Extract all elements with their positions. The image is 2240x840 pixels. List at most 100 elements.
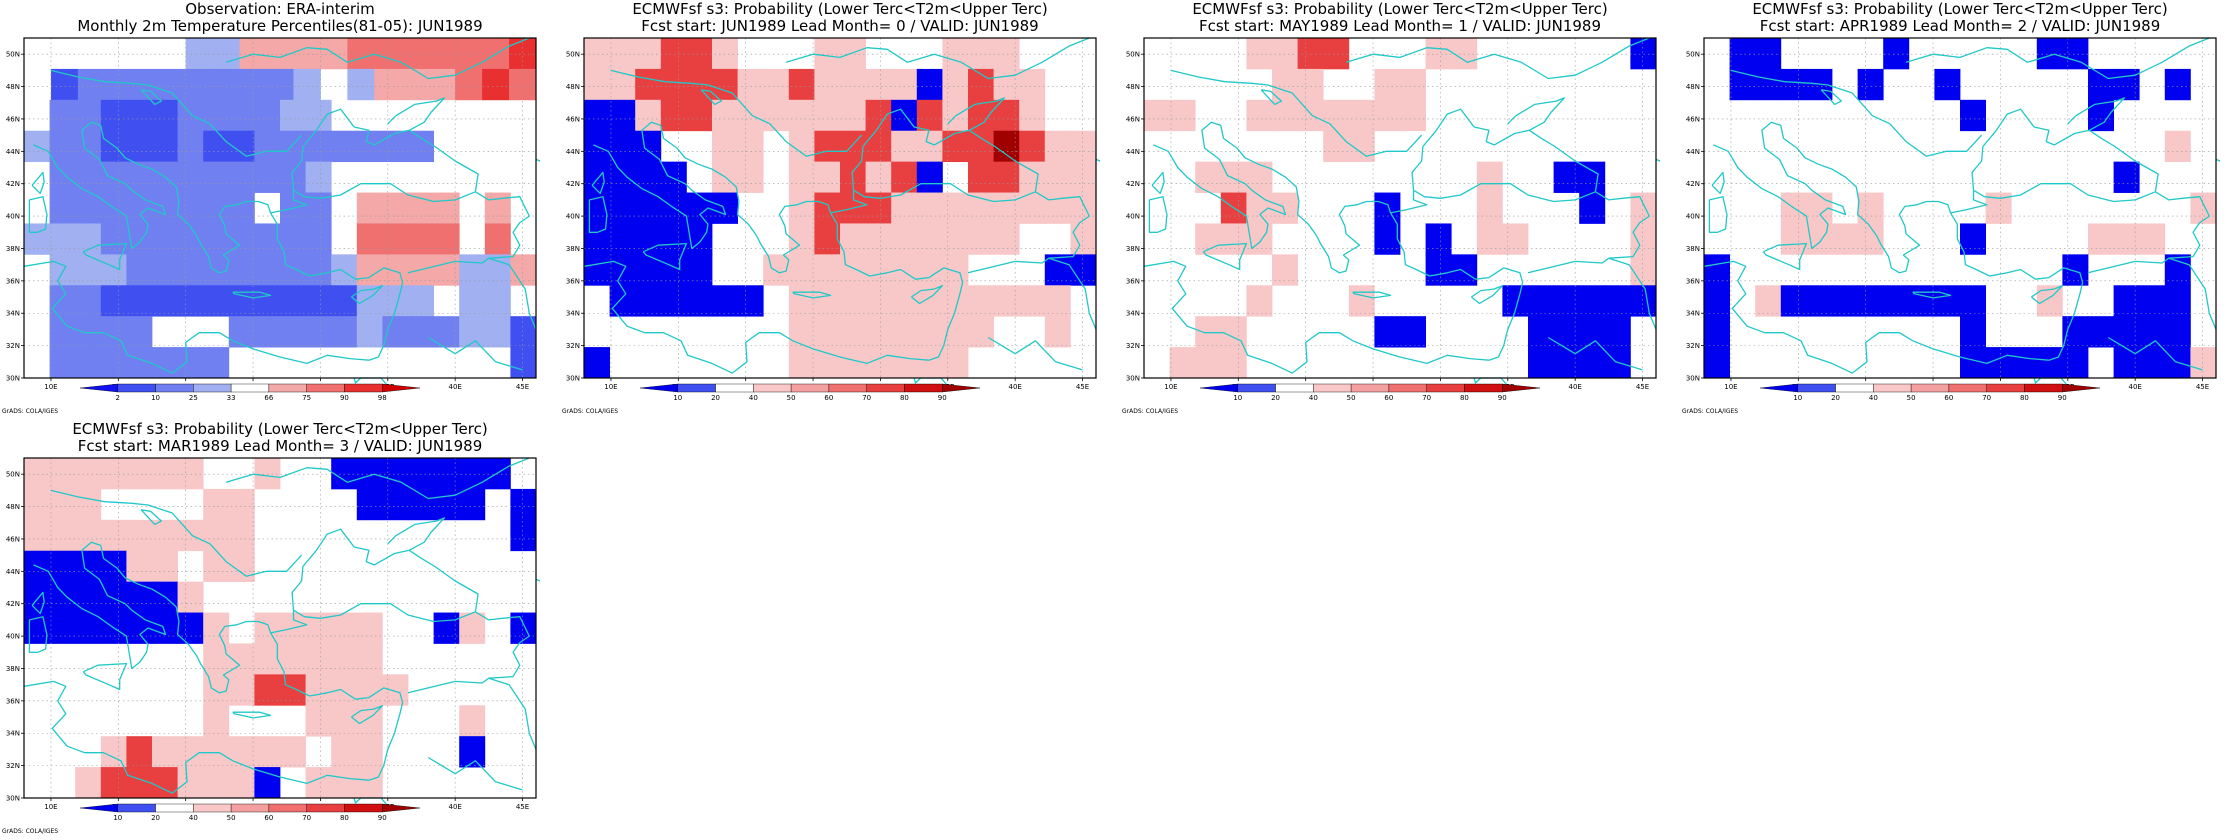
grid-cell [1374, 223, 1401, 255]
grid-cell [100, 223, 127, 255]
coastline [33, 541, 167, 670]
grid-cell [865, 161, 892, 193]
grid-cell [331, 254, 358, 286]
coastline [1260, 89, 1283, 106]
plot-frame [23, 457, 537, 799]
grid-cell [75, 612, 102, 644]
grid-cell [177, 192, 204, 224]
lat-tick-label: 30N [566, 375, 580, 383]
panel-title-line2: Fcst start: MAR1989 Lead Month= 3 / VALI… [78, 437, 482, 455]
grid-cell [788, 68, 815, 101]
lat-tick-label: 40N [6, 213, 20, 221]
grid-cell [968, 316, 994, 348]
grid-cell [968, 130, 994, 163]
grid-cell [305, 643, 332, 675]
grid-cell [916, 68, 943, 101]
lat-tick-label: 46N [1126, 115, 1140, 123]
lat-tick-label: 46N [1686, 115, 1700, 123]
coastline [1950, 212, 2084, 283]
coastline [82, 662, 128, 691]
grid-cell [126, 254, 153, 286]
grid-cell [459, 285, 486, 317]
grid-cell [1832, 223, 1858, 255]
plot-frame [583, 37, 1097, 379]
colorbar-segment [677, 383, 716, 393]
coastline [1411, 108, 1599, 203]
grid-cell [1044, 316, 1071, 348]
coastline [427, 756, 523, 791]
grid-cell [77, 68, 106, 101]
grid-cell [1019, 99, 1046, 132]
grid-cell [1019, 68, 1046, 101]
grid-cell [177, 458, 204, 490]
coastline [1390, 212, 1524, 283]
grid-cell [1272, 192, 1298, 224]
grid-cell [1630, 285, 1657, 317]
grid-cell [891, 347, 918, 379]
grid-cell [584, 68, 610, 101]
lon-tick-label: 10E [604, 383, 617, 391]
grid-cell [203, 612, 230, 644]
grid-cell [814, 99, 841, 132]
grid-cell [158, 68, 187, 101]
colorbar-label: 80 [340, 814, 349, 822]
coastline [1762, 242, 1808, 271]
colorbar-segment [306, 803, 345, 813]
colorbar-label: 90 [340, 394, 349, 402]
grid-cells [1704, 38, 2217, 379]
colorbar-label: 40 [1869, 394, 1878, 402]
grid-cell [152, 612, 178, 644]
colorbar-segment [942, 383, 981, 393]
grid-cell [1297, 99, 1324, 132]
coastline [1148, 196, 1168, 233]
grid-cell [2011, 347, 2038, 379]
grads-credit: GrADS: COLA/IGES [2, 828, 58, 835]
grid-cell [891, 285, 918, 317]
coastline [140, 89, 163, 106]
colorbar-segment [2024, 383, 2063, 393]
grid-cell [305, 705, 332, 737]
coastline [1345, 37, 1650, 80]
grid-cell [356, 612, 383, 644]
grid-cell [152, 130, 178, 163]
coastline [1153, 121, 1287, 250]
grid-cell [408, 192, 434, 224]
grid-cell [1857, 285, 1884, 317]
colorbar-label: 2 [116, 394, 120, 402]
grid-cell [1044, 130, 1071, 163]
grid-cell [49, 347, 76, 379]
colorbar-segment [117, 803, 156, 813]
colorbar-label: 90 [1498, 394, 1507, 402]
grid-cell [712, 285, 738, 317]
grid-cell [865, 223, 892, 255]
grid-cell [1425, 254, 1452, 286]
colorbar-segment [382, 383, 421, 393]
coastline [1390, 190, 1428, 214]
grid-cell [433, 192, 460, 224]
lon-tick-label: 45E [1636, 383, 1649, 391]
grid-cell [228, 99, 255, 132]
grid-cell [331, 130, 358, 163]
grid-cell [635, 161, 662, 193]
grid-cell [49, 519, 76, 552]
colorbar-segment [230, 803, 270, 813]
grid-cell [2164, 130, 2191, 163]
grid-cell [1220, 316, 1247, 348]
grid-cell [916, 347, 943, 379]
grid-cell [1883, 285, 1910, 317]
colorbar-segment [230, 383, 270, 393]
lat-tick-label: 38N [6, 245, 20, 253]
grid-cell [433, 488, 460, 521]
grid-cell [254, 130, 281, 163]
grid-cell [1960, 316, 1986, 348]
grid-cell [788, 285, 815, 317]
coastline [270, 212, 404, 283]
grid-cell [356, 130, 383, 163]
grid-cell [814, 68, 841, 101]
grid-cell [1729, 38, 1756, 70]
coastline [225, 37, 530, 80]
lat-tick-label: 50N [1686, 51, 1700, 59]
colorbar-label: 60 [264, 814, 273, 822]
grid-cell [1960, 223, 1986, 255]
lat-tick-label: 46N [6, 535, 20, 543]
